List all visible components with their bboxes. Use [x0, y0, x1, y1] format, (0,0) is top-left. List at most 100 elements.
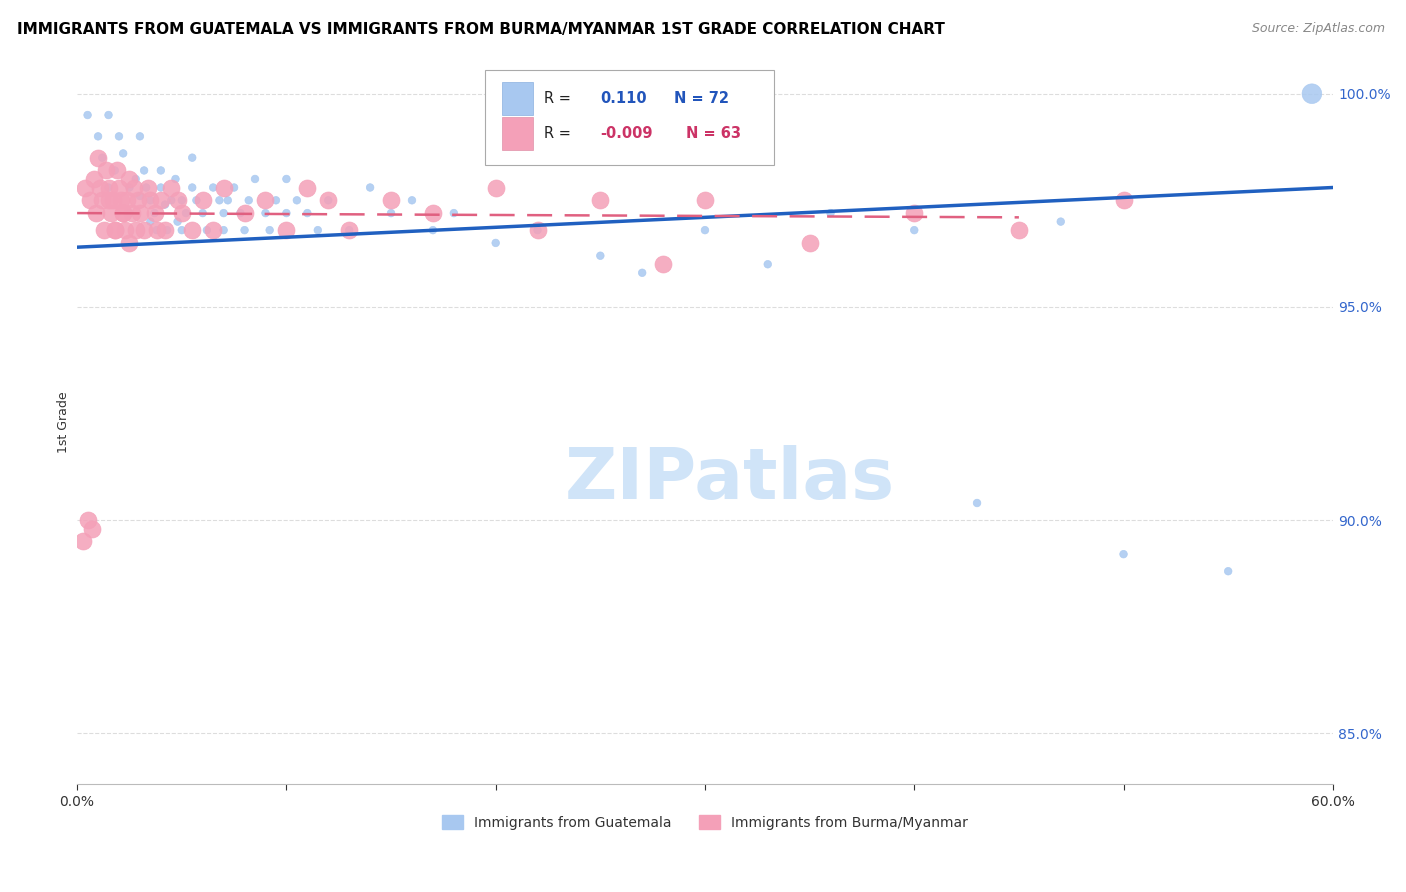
Point [118, 235, 141, 250]
Point [820, 206, 842, 220]
Point [100, 206, 122, 220]
Point [104, 163, 127, 178]
Point [195, 223, 218, 237]
Point [422, 223, 444, 237]
Point [380, 206, 402, 220]
Point [307, 223, 329, 237]
Point [118, 180, 141, 194]
Point [125, 172, 148, 186]
Point [153, 223, 176, 237]
Point [110, 194, 132, 208]
Point [631, 266, 654, 280]
Point [903, 206, 925, 220]
Point [129, 189, 152, 203]
Point [104, 223, 127, 237]
Y-axis label: 1st Grade: 1st Grade [58, 392, 70, 453]
Point [254, 206, 277, 220]
Point [97, 180, 120, 194]
Point [76, 108, 98, 122]
Point [91, 194, 114, 208]
Point [153, 197, 176, 211]
Point [202, 180, 225, 194]
Text: -0.009: -0.009 [600, 126, 654, 141]
Point [139, 194, 162, 208]
Point [105, 163, 128, 178]
Point [72, 534, 94, 549]
Point [1049, 214, 1071, 228]
Point [1218, 564, 1240, 578]
Point [181, 151, 204, 165]
Point [149, 194, 172, 208]
Point [132, 223, 155, 237]
Point [264, 194, 287, 208]
Point [129, 129, 152, 144]
Text: Source: ZipAtlas.com: Source: ZipAtlas.com [1251, 22, 1385, 36]
Point [170, 194, 193, 208]
Point [186, 194, 208, 208]
Point [127, 194, 149, 208]
Point [217, 194, 239, 208]
Point [139, 214, 162, 228]
Text: ZIPatlas: ZIPatlas [565, 445, 896, 515]
Point [1301, 87, 1323, 101]
Point [160, 194, 183, 208]
Point [166, 194, 188, 208]
Point [693, 223, 716, 237]
Bar [502, 82, 533, 115]
Point [276, 172, 298, 186]
Point [145, 223, 167, 237]
Point [191, 206, 214, 220]
Point [96, 163, 118, 178]
Point [485, 235, 508, 250]
Point [422, 206, 444, 220]
Point [97, 108, 120, 122]
Point [276, 223, 298, 237]
Point [118, 172, 141, 186]
Point [165, 172, 187, 186]
Bar [502, 117, 533, 150]
Point [401, 194, 423, 208]
Point [297, 180, 319, 194]
Point [337, 223, 360, 237]
Point [108, 180, 131, 194]
Text: N = 63: N = 63 [686, 126, 741, 141]
Point [903, 223, 925, 237]
Point [129, 206, 152, 220]
Point [799, 235, 821, 250]
Point [101, 194, 124, 208]
Point [233, 223, 256, 237]
Point [93, 223, 115, 237]
FancyBboxPatch shape [485, 70, 775, 165]
Point [149, 163, 172, 178]
Point [117, 194, 139, 208]
Point [652, 257, 675, 271]
Point [1112, 547, 1135, 561]
Point [83, 172, 105, 186]
Point [359, 180, 381, 194]
Point [337, 223, 360, 237]
Point [170, 206, 193, 220]
Point [89, 180, 111, 194]
Point [160, 180, 183, 194]
Point [97, 180, 120, 194]
Point [136, 180, 159, 194]
Point [149, 180, 172, 194]
Point [79, 194, 101, 208]
Point [80, 522, 103, 536]
Point [229, 206, 252, 220]
Point [112, 206, 135, 220]
Point [121, 206, 143, 220]
Point [125, 223, 148, 237]
Point [589, 194, 612, 208]
Point [112, 146, 135, 161]
Point [443, 206, 465, 220]
Text: R =: R = [544, 126, 571, 141]
Point [145, 223, 167, 237]
Text: 0.110: 0.110 [600, 91, 647, 106]
Legend: Immigrants from Guatemala, Immigrants from Burma/Myanmar: Immigrants from Guatemala, Immigrants fr… [436, 810, 973, 836]
Point [222, 180, 245, 194]
Point [143, 206, 166, 220]
Point [589, 249, 612, 263]
Point [526, 223, 548, 237]
Point [122, 180, 145, 194]
